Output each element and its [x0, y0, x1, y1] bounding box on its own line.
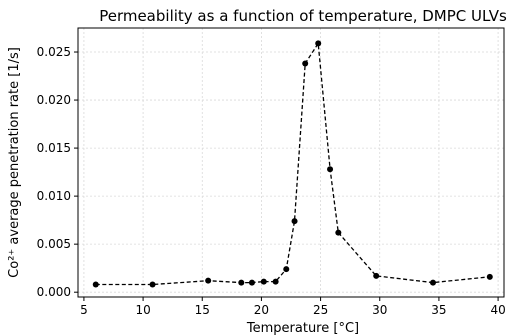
y-axis-label: Co²⁺ average penetration rate [1/s]: [7, 47, 22, 278]
data-point: [327, 166, 334, 173]
y-tick-label: 0.000: [37, 285, 71, 299]
y-tick-label: 0.015: [37, 141, 71, 155]
x-axis-label: Temperature [°C]: [246, 321, 359, 336]
x-tick-label: 30: [372, 303, 387, 317]
x-tick-label: 20: [254, 303, 269, 317]
x-tick-label: 5: [80, 303, 88, 317]
plot-frame: [77, 27, 505, 298]
data-point: [149, 281, 156, 288]
data-point: [291, 218, 298, 225]
data-point: [205, 277, 212, 284]
grid-lines: [78, 28, 504, 297]
x-tick-label: 25: [313, 303, 328, 317]
x-tick-label: 40: [490, 303, 505, 317]
data-point: [373, 272, 380, 279]
data-point: [430, 279, 436, 286]
y-tick-label: 0.010: [37, 189, 71, 203]
x-tick-label: 35: [431, 303, 446, 317]
data-point: [272, 278, 279, 285]
y-tick-label: 0.020: [37, 93, 71, 107]
y-tick-label: 0.025: [37, 45, 71, 59]
data-point: [335, 229, 342, 236]
x-tick-label: 10: [135, 303, 150, 317]
data-point: [248, 279, 255, 286]
data-point: [260, 278, 267, 285]
data-point: [486, 273, 493, 280]
series-layer: [92, 40, 493, 288]
axis-ticks: 5 10 15 20 25 30 35 40 0.000 0.005 0.010 0.015 0.020…: [37, 45, 506, 317]
y-tick-label: 0.005: [37, 237, 71, 251]
data-point: [283, 266, 290, 273]
series-line: [95, 41, 490, 286]
data-point: [315, 40, 322, 47]
chart-title: Permeability as a function of temperatur…: [99, 7, 507, 25]
data-point: [92, 281, 99, 288]
x-tick-label: 15: [195, 303, 210, 317]
data-point: [238, 279, 245, 286]
data-point: [302, 60, 309, 67]
